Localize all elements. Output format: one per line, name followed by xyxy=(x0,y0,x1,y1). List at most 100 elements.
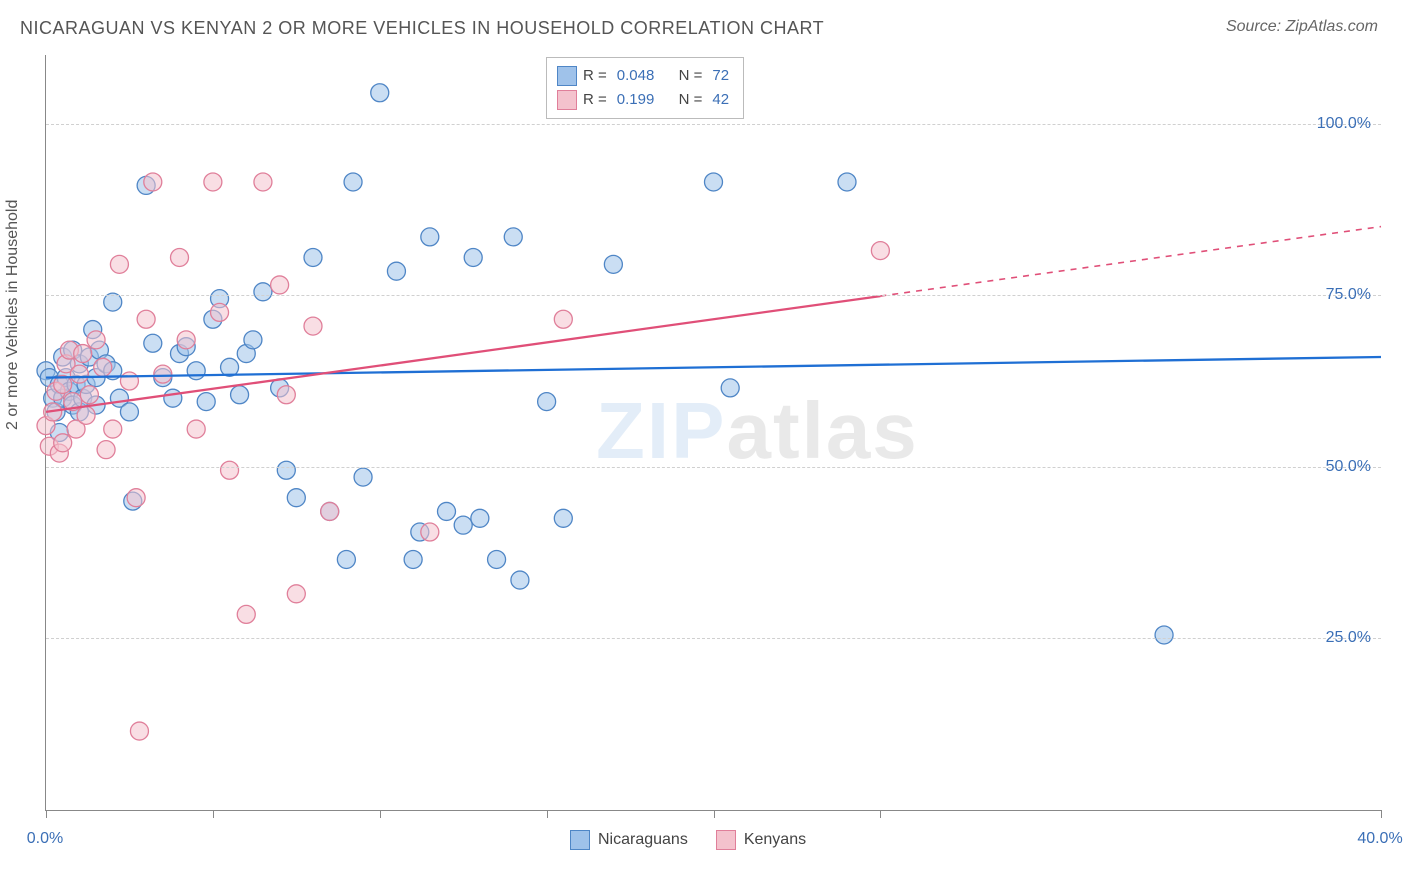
y-tick-label: 100.0% xyxy=(1317,115,1371,133)
source-label: Source: ZipAtlas.com xyxy=(1226,18,1378,36)
scatter-point xyxy=(344,173,362,191)
r-label: R = xyxy=(583,64,607,88)
scatter-point xyxy=(221,461,239,479)
scatter-point xyxy=(244,331,262,349)
scatter-point xyxy=(705,173,723,191)
scatter-point xyxy=(721,379,739,397)
scatter-point xyxy=(277,386,295,404)
scatter-point xyxy=(277,461,295,479)
x-tick-label: 40.0% xyxy=(1357,830,1402,848)
scatter-point xyxy=(204,173,222,191)
scatter-point xyxy=(177,331,195,349)
scatter-point xyxy=(187,362,205,380)
x-tick xyxy=(714,810,715,818)
scatter-point xyxy=(70,365,88,383)
scatter-point xyxy=(80,386,98,404)
scatter-point xyxy=(97,441,115,459)
x-tick xyxy=(46,810,47,818)
scatter-point xyxy=(404,550,422,568)
scatter-point xyxy=(871,242,889,260)
scatter-point xyxy=(154,365,172,383)
scatter-point xyxy=(87,331,105,349)
scatter-point xyxy=(94,358,112,376)
gridline-h xyxy=(46,467,1381,468)
scatter-point xyxy=(171,248,189,266)
n-value-1: 42 xyxy=(708,88,733,112)
scatter-point xyxy=(421,523,439,541)
gridline-h xyxy=(46,295,1381,296)
swatch-series-1 xyxy=(557,90,577,110)
scatter-point xyxy=(74,345,92,363)
swatch-series-0 xyxy=(557,66,577,86)
scatter-point xyxy=(354,468,372,486)
legend-item-1: Kenyans xyxy=(716,830,806,850)
scatter-point xyxy=(120,372,138,390)
n-label: N = xyxy=(679,64,703,88)
scatter-point xyxy=(287,489,305,507)
scatter-point xyxy=(197,393,215,411)
n-label: N = xyxy=(679,88,703,112)
legend-item-0: Nicaraguans xyxy=(570,830,688,850)
chart-title: NICARAGUAN VS KENYAN 2 OR MORE VEHICLES … xyxy=(20,18,824,39)
scatter-point xyxy=(130,722,148,740)
scatter-point xyxy=(77,406,95,424)
scatter-point xyxy=(127,489,145,507)
trend-line-dashed xyxy=(880,227,1381,296)
scatter-point xyxy=(231,386,249,404)
plot-svg xyxy=(46,55,1381,810)
x-tick xyxy=(547,810,548,818)
scatter-point xyxy=(337,550,355,568)
scatter-point xyxy=(471,509,489,527)
swatch-bottom-0 xyxy=(570,830,590,850)
scatter-point xyxy=(54,434,72,452)
stats-row-1: R = 0.199 N = 42 xyxy=(557,88,733,112)
r-value-0: 0.048 xyxy=(613,64,659,88)
n-value-0: 72 xyxy=(708,64,733,88)
y-tick-label: 75.0% xyxy=(1326,286,1371,304)
scatter-point xyxy=(254,283,272,301)
bottom-legend: Nicaraguans Kenyans xyxy=(570,830,806,850)
scatter-point xyxy=(254,173,272,191)
y-tick-label: 50.0% xyxy=(1326,458,1371,476)
legend-label-0: Nicaraguans xyxy=(598,831,688,849)
scatter-point xyxy=(538,393,556,411)
stats-row-0: R = 0.048 N = 72 xyxy=(557,64,733,88)
scatter-point xyxy=(387,262,405,280)
scatter-point xyxy=(554,310,572,328)
x-tick xyxy=(380,810,381,818)
gridline-h xyxy=(46,638,1381,639)
scatter-point xyxy=(604,255,622,273)
swatch-bottom-1 xyxy=(716,830,736,850)
scatter-point xyxy=(511,571,529,589)
scatter-point xyxy=(237,605,255,623)
scatter-point xyxy=(321,502,339,520)
r-value-1: 0.199 xyxy=(613,88,659,112)
scatter-point xyxy=(120,403,138,421)
x-tick-label: 0.0% xyxy=(27,830,63,848)
scatter-point xyxy=(187,420,205,438)
scatter-point xyxy=(104,420,122,438)
gridline-h xyxy=(46,124,1381,125)
stats-legend: R = 0.048 N = 72 R = 0.199 N = 42 xyxy=(546,57,744,119)
x-tick xyxy=(213,810,214,818)
scatter-point xyxy=(271,276,289,294)
scatter-point xyxy=(421,228,439,246)
scatter-point xyxy=(144,173,162,191)
x-tick xyxy=(880,810,881,818)
scatter-point xyxy=(287,585,305,603)
legend-label-1: Kenyans xyxy=(744,831,806,849)
scatter-point xyxy=(554,509,572,527)
scatter-point xyxy=(211,303,229,321)
scatter-point xyxy=(304,248,322,266)
scatter-point xyxy=(438,502,456,520)
scatter-point xyxy=(488,550,506,568)
scatter-point xyxy=(464,248,482,266)
r-label: R = xyxy=(583,88,607,112)
y-axis-label: 2 or more Vehicles in Household xyxy=(4,200,22,430)
scatter-point xyxy=(164,389,182,407)
scatter-point xyxy=(838,173,856,191)
plot-area: ZIPatlas R = 0.048 N = 72 R = 0.199 N = … xyxy=(45,55,1381,811)
scatter-point xyxy=(144,334,162,352)
y-tick-label: 25.0% xyxy=(1326,629,1371,647)
scatter-point xyxy=(137,310,155,328)
